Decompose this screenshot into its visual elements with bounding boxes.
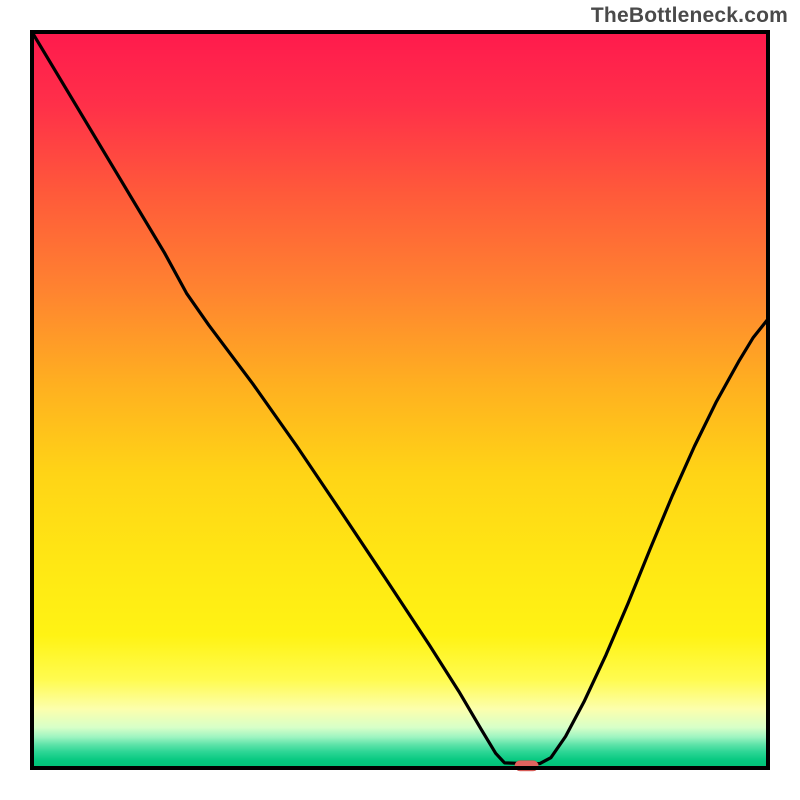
bottleneck-chart (0, 0, 800, 800)
chart-stage: TheBottleneck.com (0, 0, 800, 800)
watermark-text: TheBottleneck.com (591, 4, 788, 28)
plot-background (32, 32, 768, 768)
